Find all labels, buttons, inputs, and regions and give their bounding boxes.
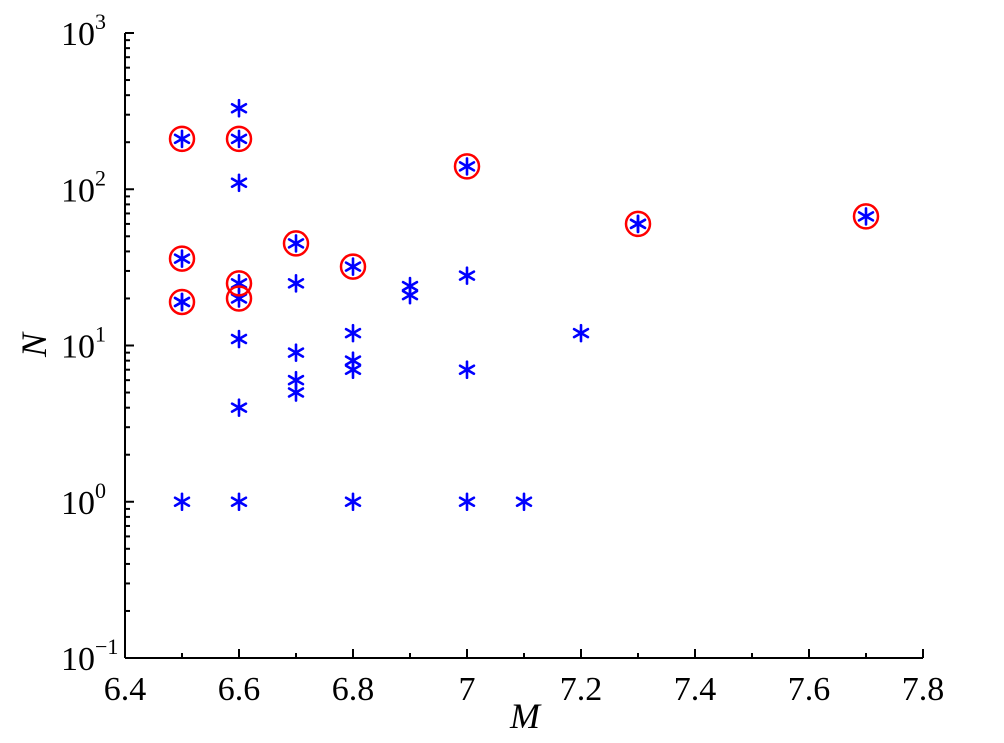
highlight-circle-marker: [282, 230, 310, 257]
highlight-circle-marker: [624, 210, 652, 238]
asterisk-marker: [458, 492, 476, 512]
highlight-circle-marker: [168, 125, 196, 153]
asterisk-marker: [230, 289, 248, 308]
y-tick-exponent: 3: [95, 9, 106, 34]
highlight-circle-marker: [225, 125, 253, 153]
y-tick-label: 10: [61, 485, 95, 522]
asterisk-marker: [629, 214, 647, 234]
asterisk-marker: [344, 257, 362, 276]
y-tick-label: 10: [61, 172, 95, 209]
x-tick-label: 7.6: [788, 671, 831, 708]
x-tick-label: 7: [459, 671, 476, 708]
asterisk-marker: [572, 323, 590, 343]
asterisk-marker: [173, 292, 191, 312]
asterisk-marker: [344, 360, 362, 380]
y-tick-exponent: 0: [95, 478, 106, 503]
y-tick-exponent: 1: [95, 322, 106, 347]
highlight-circle-marker: [225, 285, 253, 312]
x-tick-label: 7.2: [560, 671, 603, 708]
asterisk-marker: [230, 274, 248, 293]
highlight-circle-marker: [225, 270, 253, 297]
asterisk-marker: [344, 323, 362, 343]
asterisk-marker: [287, 383, 305, 402]
asterisk-marker: [173, 249, 191, 268]
highlight-circle-marker: [168, 245, 196, 272]
x-tick-label: 7.8: [902, 671, 945, 708]
asterisk-marker: [173, 492, 191, 512]
asterisk-marker: [230, 329, 248, 349]
x-tick-label: 7.4: [674, 671, 717, 708]
asterisk-marker: [287, 234, 305, 253]
asterisk-marker: [458, 266, 476, 285]
y-tick-exponent: −1: [95, 634, 118, 659]
y-axis-label: N: [14, 331, 54, 358]
highlight-circle-marker: [339, 253, 367, 280]
asterisk-marker: [287, 343, 305, 362]
asterisk-marker: [458, 157, 476, 176]
asterisk-marker: [515, 492, 533, 512]
highlight-circle-marker: [453, 153, 481, 180]
asterisk-marker: [230, 98, 248, 118]
asterisk-marker: [173, 129, 191, 149]
asterisk-marker: [401, 285, 419, 305]
x-tick-label: 6.8: [332, 671, 375, 708]
asterisk-marker: [230, 129, 248, 149]
highlight-circle-marker: [168, 288, 196, 316]
asterisk-marker: [230, 173, 248, 193]
asterisk-marker: [287, 274, 305, 293]
asterisk-marker: [458, 360, 476, 380]
asterisk-marker: [230, 398, 248, 417]
x-axis-label: M: [509, 696, 542, 736]
y-tick-label: 10: [61, 16, 95, 53]
asterisk-marker: [857, 207, 875, 226]
x-tick-label: 6.4: [104, 671, 147, 708]
x-tick-label: 6.6: [218, 671, 261, 708]
y-tick-label: 10: [61, 329, 95, 366]
asterisk-marker: [344, 492, 362, 512]
y-tick-exponent: 2: [95, 165, 106, 190]
data-points: [168, 98, 880, 512]
highlight-circle-marker: [852, 203, 880, 230]
asterisk-marker: [230, 492, 248, 512]
axes: [124, 33, 923, 659]
y-tick-label: 10: [61, 641, 95, 678]
